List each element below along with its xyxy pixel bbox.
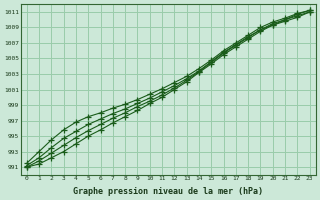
X-axis label: Graphe pression niveau de la mer (hPa): Graphe pression niveau de la mer (hPa) xyxy=(73,187,263,196)
